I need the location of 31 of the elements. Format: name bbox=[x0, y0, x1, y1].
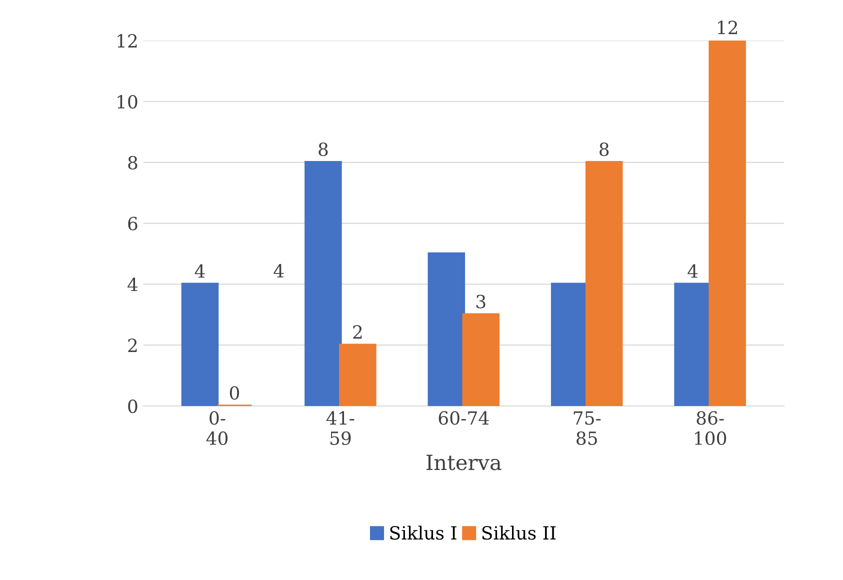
bar bbox=[428, 252, 466, 406]
bar bbox=[181, 282, 219, 406]
y-tick-label: 10 bbox=[118, 94, 138, 109]
y-tick-label: 2 bbox=[128, 338, 137, 352]
legend-label: Siklus II bbox=[482, 526, 556, 540]
bar bbox=[339, 344, 376, 406]
data-label: 4 bbox=[688, 264, 698, 278]
x-axis-title: Interva bbox=[426, 454, 502, 470]
x-tick-label: 60-74 bbox=[438, 411, 489, 425]
annotation: 4 bbox=[274, 264, 284, 278]
bar bbox=[304, 161, 342, 406]
y-tick-label: 12 bbox=[118, 34, 137, 48]
legend-label: Siklus I bbox=[390, 526, 456, 540]
y-tick-label: 0 bbox=[128, 399, 138, 414]
data-label: 8 bbox=[318, 142, 328, 156]
data-label: 3 bbox=[476, 294, 486, 308]
y-tick-label: 8 bbox=[128, 156, 138, 170]
data-label: 0 bbox=[230, 386, 240, 400]
bar bbox=[708, 40, 746, 406]
data-label: 2 bbox=[353, 325, 362, 339]
bar bbox=[462, 313, 500, 406]
data-label: 12 bbox=[718, 20, 738, 34]
x-tick-label: 86- 100 bbox=[695, 411, 726, 446]
data-label: 8 bbox=[600, 142, 609, 156]
y-tick-label: 4 bbox=[128, 278, 138, 292]
bar bbox=[585, 161, 623, 406]
x-tick-label: 75- 85 bbox=[574, 411, 601, 446]
data-label: 4 bbox=[194, 264, 205, 278]
y-tick-label: 6 bbox=[128, 216, 138, 230]
x-tick-label: 41- 59 bbox=[326, 411, 354, 446]
x-tick-label: 0- 40 bbox=[206, 411, 228, 446]
